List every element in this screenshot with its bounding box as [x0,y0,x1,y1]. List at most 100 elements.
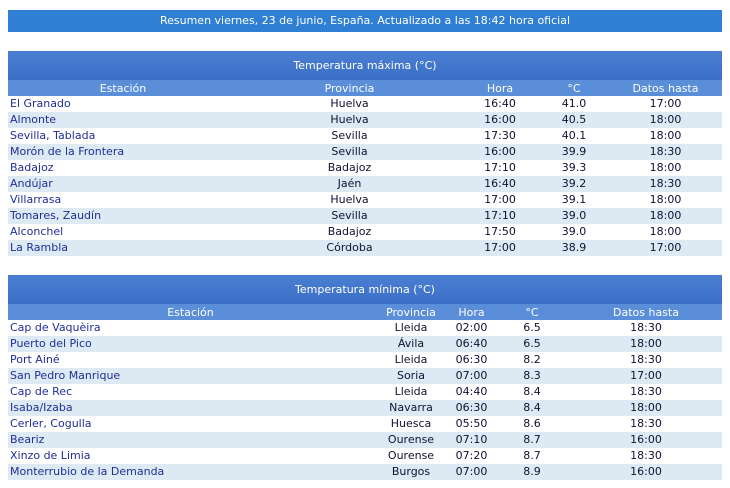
col-header-time[interactable]: Hora [449,304,494,320]
time-cell: 04:40 [449,384,494,400]
station-link[interactable]: Almonte [8,112,238,128]
table-row: El Granado Huelva 16:40 41.0 17:00 [8,96,722,112]
table-row: La Rambla Córdoba 17:00 38.9 17:00 [8,240,722,256]
station-link[interactable]: Isaba/Izaba [8,400,373,416]
time-cell: 17:00 [461,192,539,208]
time-cell: 16:00 [461,144,539,160]
time-cell: 17:50 [461,224,539,240]
temperature-cell: 41.0 [539,96,609,112]
col-header-station[interactable]: Estación [8,304,373,320]
temperature-cell: 39.9 [539,144,609,160]
province-cell: Sevilla [238,144,461,160]
table-row: Cap de Rec Lleida 04:40 8.4 18:30 [8,384,722,400]
table-row: Badajoz Badajoz 17:10 39.3 18:00 [8,160,722,176]
temperature-cell: 8.7 [494,432,570,448]
station-link[interactable]: Sevilla, Tablada [8,128,238,144]
table-row: Beariz Ourense 07:10 8.7 16:00 [8,432,722,448]
temperature-cell: 38.9 [539,240,609,256]
station-link[interactable]: Xinzo de Limia [8,448,373,464]
station-link[interactable]: Cap de Vaquèira [8,320,373,336]
station-link[interactable]: Alconchel [8,224,238,240]
data-until-cell: 18:30 [570,448,722,464]
station-link[interactable]: San Pedro Manrique [8,368,373,384]
time-cell: 07:00 [449,368,494,384]
col-header-province[interactable]: Provincia [373,304,449,320]
station-link[interactable]: Tomares, Zaudín [8,208,238,224]
col-header-temp[interactable]: °C [494,304,570,320]
table-row: Cerler, Cogulla Huesca 05:50 8.6 18:30 [8,416,722,432]
col-header-province[interactable]: Provincia [238,80,461,96]
table-row: Monterrubio de la Demanda Burgos 07:00 8.9 1… [8,464,722,480]
table-row: San Pedro Manrique Soria 07:00 8.3 17:00 [8,368,722,384]
station-link[interactable]: Puerto del Pico [8,336,373,352]
temperature-cell: 8.3 [494,368,570,384]
province-cell: Burgos [373,464,449,480]
min-temperature-title: Temperatura mínima (°C) [8,275,722,304]
table-row: Cap de Vaquèira Lleida 02:00 6.5 18:30 [8,320,722,336]
time-cell: 17:30 [461,128,539,144]
station-link[interactable]: Cerler, Cogulla [8,416,373,432]
station-link[interactable]: La Rambla [8,240,238,256]
data-until-cell: 18:00 [609,128,722,144]
col-header-temp[interactable]: °C [539,80,609,96]
station-link[interactable]: Cap de Rec [8,384,373,400]
table-row: Villarrasa Huelva 17:00 39.1 18:00 [8,192,722,208]
max-temperature-section: Temperatura máxima (°C) Estación Provinc… [8,51,722,256]
min-temperature-section: Temperatura mínima (°C) Estación Provinc… [8,275,722,480]
temperature-cell: 6.5 [494,336,570,352]
time-cell: 17:10 [461,208,539,224]
temperature-cell: 8.6 [494,416,570,432]
data-until-cell: 18:00 [570,336,722,352]
table-row: Puerto del Pico Ávila 06:40 6.5 18:00 [8,336,722,352]
temperature-cell: 8.2 [494,352,570,368]
table-row: Tomares, Zaudín Sevilla 17:10 39.0 18:00 [8,208,722,224]
time-cell: 07:00 [449,464,494,480]
time-cell: 06:30 [449,352,494,368]
station-link[interactable]: Port Ainé [8,352,373,368]
station-link[interactable]: Beariz [8,432,373,448]
temperature-cell: 8.7 [494,448,570,464]
province-cell: Navarra [373,400,449,416]
table-row: Alconchel Badajoz 17:50 39.0 18:00 [8,224,722,240]
province-cell: Huesca [373,416,449,432]
province-cell: Sevilla [238,208,461,224]
province-cell: Ourense [373,432,449,448]
station-link[interactable]: Badajoz [8,160,238,176]
province-cell: Badajoz [238,160,461,176]
table-row: Xinzo de Limia Ourense 07:20 8.7 18:30 [8,448,722,464]
data-until-cell: 18:30 [609,176,722,192]
station-link[interactable]: El Granado [8,96,238,112]
data-until-cell: 18:30 [570,320,722,336]
time-cell: 07:20 [449,448,494,464]
table-row: Port Ainé Lleida 06:30 8.2 18:30 [8,352,722,368]
data-until-cell: 18:00 [609,112,722,128]
temperature-cell: 40.1 [539,128,609,144]
summary-banner: Resumen viernes, 23 de junio, España. Ac… [8,10,722,32]
time-cell: 07:10 [449,432,494,448]
col-header-data-until[interactable]: Datos hasta [609,80,722,96]
data-until-cell: 18:00 [570,400,722,416]
data-until-cell: 16:00 [570,432,722,448]
data-until-cell: 18:00 [609,160,722,176]
data-until-cell: 17:00 [570,368,722,384]
station-link[interactable]: Monterrubio de la Demanda [8,464,373,480]
col-header-time[interactable]: Hora [461,80,539,96]
max-temperature-title: Temperatura máxima (°C) [8,51,722,80]
station-link[interactable]: Villarrasa [8,192,238,208]
time-cell: 05:50 [449,416,494,432]
max-temperature-table: Estación Provincia Hora °C Datos hasta E… [8,80,722,256]
table-row: Andújar Jaén 16:40 39.2 18:30 [8,176,722,192]
col-header-station[interactable]: Estación [8,80,238,96]
col-header-data-until[interactable]: Datos hasta [570,304,722,320]
temperature-cell: 39.0 [539,224,609,240]
temperature-cell: 39.2 [539,176,609,192]
data-until-cell: 16:00 [570,464,722,480]
station-link[interactable]: Morón de la Frontera [8,144,238,160]
time-cell: 17:00 [461,240,539,256]
province-cell: Lleida [373,320,449,336]
province-cell: Ourense [373,448,449,464]
station-link[interactable]: Andújar [8,176,238,192]
time-cell: 16:40 [461,96,539,112]
data-until-cell: 17:00 [609,96,722,112]
province-cell: Jaén [238,176,461,192]
